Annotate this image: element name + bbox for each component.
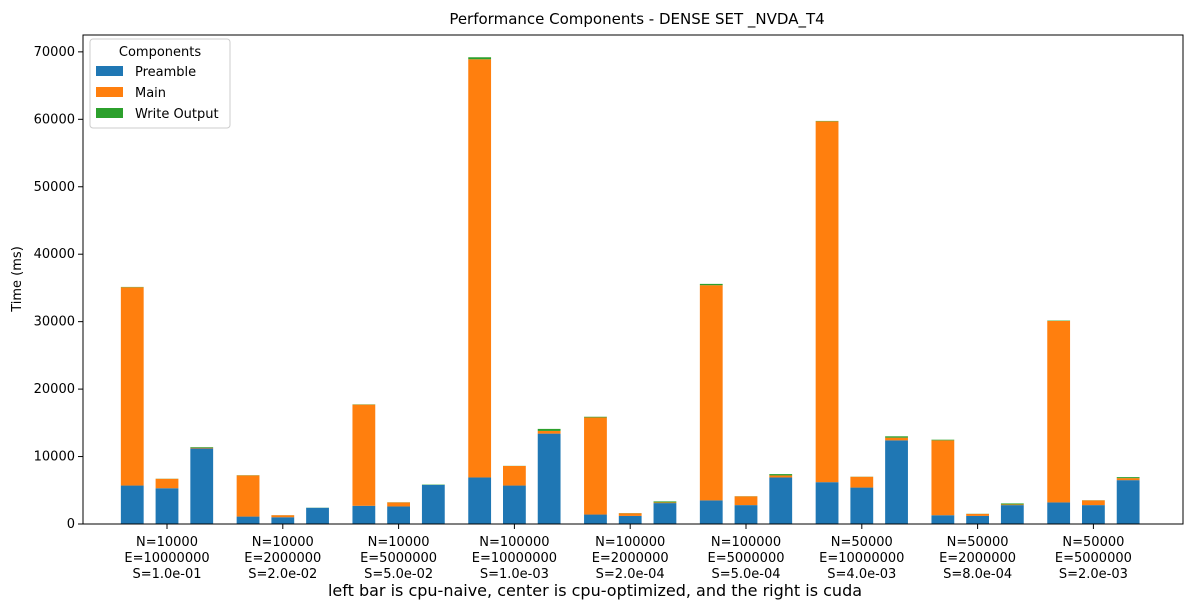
bar-cpu-optimized-main: [1082, 500, 1105, 506]
bar-cuda-write-output: [1000, 503, 1024, 505]
bar-cuda-preamble: [769, 477, 793, 524]
bar-cpu-naive-write-output: [699, 283, 723, 286]
legend-entry: Preamble: [135, 65, 196, 80]
bar-cpu-optimized-preamble: [503, 485, 526, 524]
bar-cpu-optimized-main: [734, 496, 758, 506]
bar-cpu-optimized-main: [503, 465, 526, 486]
y-tick-label: 30000: [34, 315, 75, 330]
chart-title: Performance Components - DENSE SET _NVDA…: [449, 10, 824, 29]
legend-swatch: [96, 108, 123, 118]
y-axis-label: Time (ms): [10, 246, 25, 313]
bar-cuda-write-output: [653, 501, 677, 503]
bar-cpu-optimized-preamble: [155, 488, 179, 524]
bar-cpu-optimized-preamble: [850, 487, 874, 524]
y-tick-label: 70000: [34, 45, 75, 60]
bar-cuda-write-output: [769, 474, 793, 476]
x-tick-label: N=10000 E=5000000 S=5.0e-02: [360, 535, 437, 582]
bar-cpu-naive-preamble: [584, 514, 607, 524]
bar-cpu-optimized-preamble: [387, 506, 410, 524]
y-tick-label: 50000: [34, 180, 75, 195]
bar-cpu-optimized-main: [271, 515, 295, 518]
bar-cuda-preamble: [885, 440, 908, 524]
bar-cuda-main: [769, 475, 793, 478]
bar-cpu-naive-write-output: [584, 416, 607, 418]
bar-cpu-naive-main: [931, 440, 955, 516]
legend-frame: [89, 38, 231, 129]
legend-swatch: [96, 87, 123, 97]
x-tick-label: N=50000 E=2000000 S=8.0e-04: [939, 535, 1016, 582]
bar-cpu-naive-write-output: [931, 439, 955, 441]
bar-cpu-optimized-preamble: [966, 515, 989, 524]
y-tick-label: 60000: [34, 112, 75, 127]
x-tick-label: N=50000 E=5000000 S=2.0e-03: [1055, 535, 1132, 582]
x-axis: N=10000 E=10000000 S=1.0e-01 N=10000 E=20000…: [124, 524, 1132, 582]
bar-cpu-naive-main: [584, 417, 607, 515]
bar-cpu-naive-main: [236, 475, 260, 517]
bar-cpu-optimized-main: [387, 502, 410, 507]
bar-cpu-optimized-main: [618, 513, 642, 516]
bar-cpu-naive-preamble: [1047, 502, 1071, 524]
bar-cuda-preamble: [421, 484, 445, 524]
bar-cpu-optimized-main: [966, 513, 989, 516]
bar-cpu-naive-preamble: [931, 515, 955, 524]
bar-cuda-main: [190, 447, 214, 449]
bar-cpu-naive-preamble: [699, 500, 723, 524]
bar-cpu-optimized-main: [155, 478, 179, 489]
bar-cuda-preamble: [1000, 505, 1024, 524]
bar-cpu-naive-preamble: [236, 516, 260, 524]
legend: Components Preamble Main Write Output: [89, 38, 231, 129]
bar-cpu-naive-main: [1047, 320, 1071, 503]
bar-cpu-optimized-preamble: [618, 515, 642, 524]
bar-cpu-naive-preamble: [352, 505, 376, 524]
y-tick-label: 10000: [34, 450, 75, 465]
bar-cpu-optimized-main: [850, 476, 874, 488]
bar-cpu-naive-write-output: [468, 57, 492, 60]
bar-cuda-preamble: [1116, 480, 1140, 524]
y-tick-label: 20000: [34, 382, 75, 397]
y-axis: 0 10000 20000 30000 40000 50000 60000 70000: [34, 45, 83, 532]
bar-cpu-optimized-preamble: [271, 517, 295, 524]
bar-cuda-write-output: [537, 428, 561, 431]
legend-entry: Write Output: [135, 107, 219, 122]
bar-cpu-naive-main: [352, 404, 376, 506]
y-tick-label: 40000: [34, 247, 75, 262]
bar-cuda-write-output: [190, 447, 214, 448]
bar-cpu-naive-preamble: [120, 485, 144, 524]
x-tick-label: N=50000 E=10000000 S=4.0e-03: [819, 535, 904, 582]
chart-caption: left bar is cpu-naive, center is cpu-opt…: [328, 581, 862, 600]
bar-cuda-preamble: [190, 448, 214, 524]
bar-cuda-preamble: [537, 433, 561, 524]
x-tick-label: N=10000 E=2000000 S=2.0e-02: [244, 535, 321, 582]
x-tick-label: N=100000 E=10000000 S=1.0e-03: [472, 535, 557, 582]
bar-cuda-preamble: [653, 503, 677, 524]
bar-cuda-write-output: [1116, 477, 1140, 479]
x-tick-label: N=100000 E=5000000 S=5.0e-04: [707, 535, 784, 582]
bar-cuda-main: [1116, 478, 1140, 481]
x-tick-label: N=100000 E=2000000 S=2.0e-04: [592, 535, 669, 582]
bar-cuda-write-output: [885, 436, 908, 438]
bar-cpu-optimized-preamble: [734, 505, 758, 524]
bar-cpu-optimized-preamble: [1082, 505, 1105, 524]
x-tick-label: N=10000 E=10000000 S=1.0e-01: [124, 535, 209, 582]
legend-entry: Main: [135, 86, 166, 101]
bar-cuda-main: [1000, 504, 1024, 506]
bar-cuda-main: [653, 502, 677, 504]
bar-cuda-preamble: [306, 507, 329, 524]
y-tick-label: 0: [67, 517, 75, 532]
bar-cpu-naive-preamble: [815, 482, 839, 524]
bar-cuda-main: [537, 430, 561, 434]
bar-cpu-naive-main: [468, 59, 492, 478]
legend-title: Components: [119, 45, 201, 60]
bars-layer: [120, 57, 1140, 524]
bar-cpu-naive-main: [815, 121, 839, 483]
bar-cpu-naive-main: [120, 287, 144, 486]
legend-swatch: [96, 66, 123, 76]
plot-frame: [82, 34, 1184, 525]
bar-cuda-main: [885, 437, 908, 441]
bar-cpu-naive-main: [699, 285, 723, 501]
bar-cpu-naive-preamble: [468, 477, 492, 524]
